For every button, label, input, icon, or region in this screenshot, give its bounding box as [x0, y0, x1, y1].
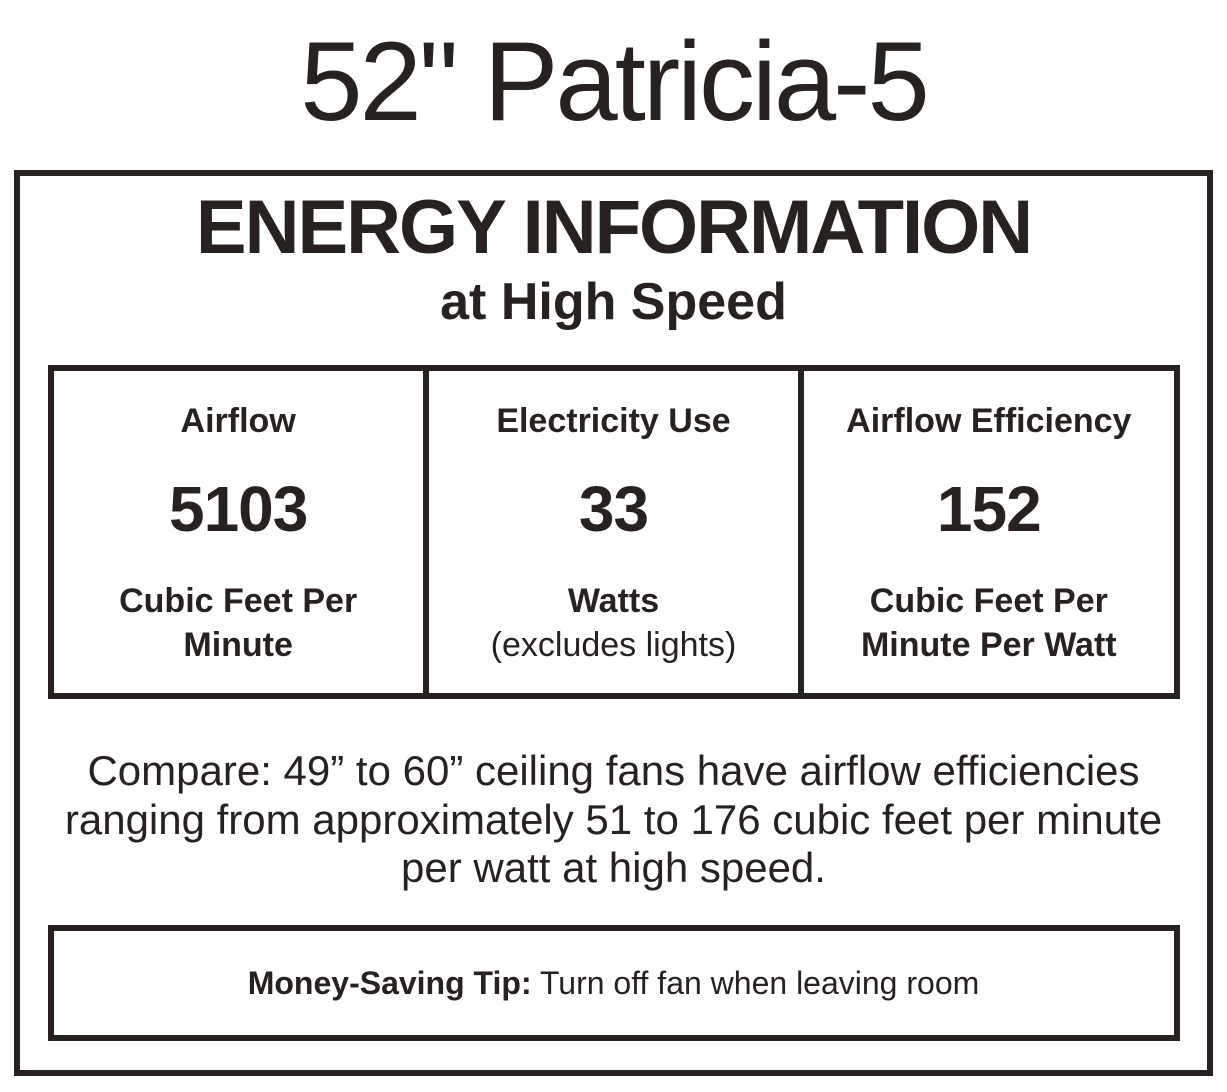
metric-name-airflow: Airflow	[180, 401, 296, 440]
label-subheading: at High Speed	[440, 272, 787, 331]
metric-value-airflow: 5103	[168, 473, 308, 546]
metric-cell-electricity-use: Electricity Use 33 Watts (excludes light…	[422, 370, 798, 693]
money-saving-tip-box: Money-Saving Tip: Turn off fan when leav…	[47, 925, 1180, 1042]
metric-unit-note: (excludes lights)	[490, 625, 737, 664]
metric-cell-airflow: Airflow 5103 Cubic Feet Per Minute	[54, 371, 423, 693]
metric-unit-text: Cubic Feet Per Minute Per Watt	[860, 581, 1117, 664]
money-saving-tip-label: Money-Saving Tip:	[247, 964, 532, 1001]
metric-name-airflow-efficiency: Airflow Efficiency	[846, 401, 1132, 440]
compare-statement: Compare: 49” to 60” ceiling fans have ai…	[64, 746, 1163, 892]
metric-cell-airflow-efficiency: Airflow Efficiency 152 Cubic Feet Per Mi…	[798, 370, 1173, 693]
metric-unit-text: Watts	[567, 581, 660, 620]
metrics-table: Airflow 5103 Cubic Feet Per Minute Elect…	[47, 364, 1180, 699]
product-title: 52" Patricia-5	[300, 19, 930, 144]
money-saving-tip-line: Money-Saving Tip: Turn off fan when leav…	[248, 964, 980, 1002]
metric-unit-text: Cubic Feet Per Minute	[119, 581, 358, 664]
metric-unit-airflow: Cubic Feet Per Minute	[83, 579, 393, 667]
energy-label-box: ENERGY INFORMATION at High Speed Airflow…	[14, 169, 1213, 1076]
money-saving-tip-text: Turn off fan when leaving room	[539, 964, 980, 1001]
metric-unit-electricity-use: Watts (excludes lights)	[491, 579, 737, 667]
metric-unit-airflow-efficiency: Cubic Feet Per Minute Per Watt	[834, 579, 1144, 667]
metric-value-electricity-use: 33	[578, 473, 649, 546]
metric-name-electricity-use: Electricity Use	[496, 401, 731, 440]
label-heading: ENERGY INFORMATION	[195, 184, 1033, 270]
metric-value-airflow-efficiency: 152	[936, 473, 1042, 546]
